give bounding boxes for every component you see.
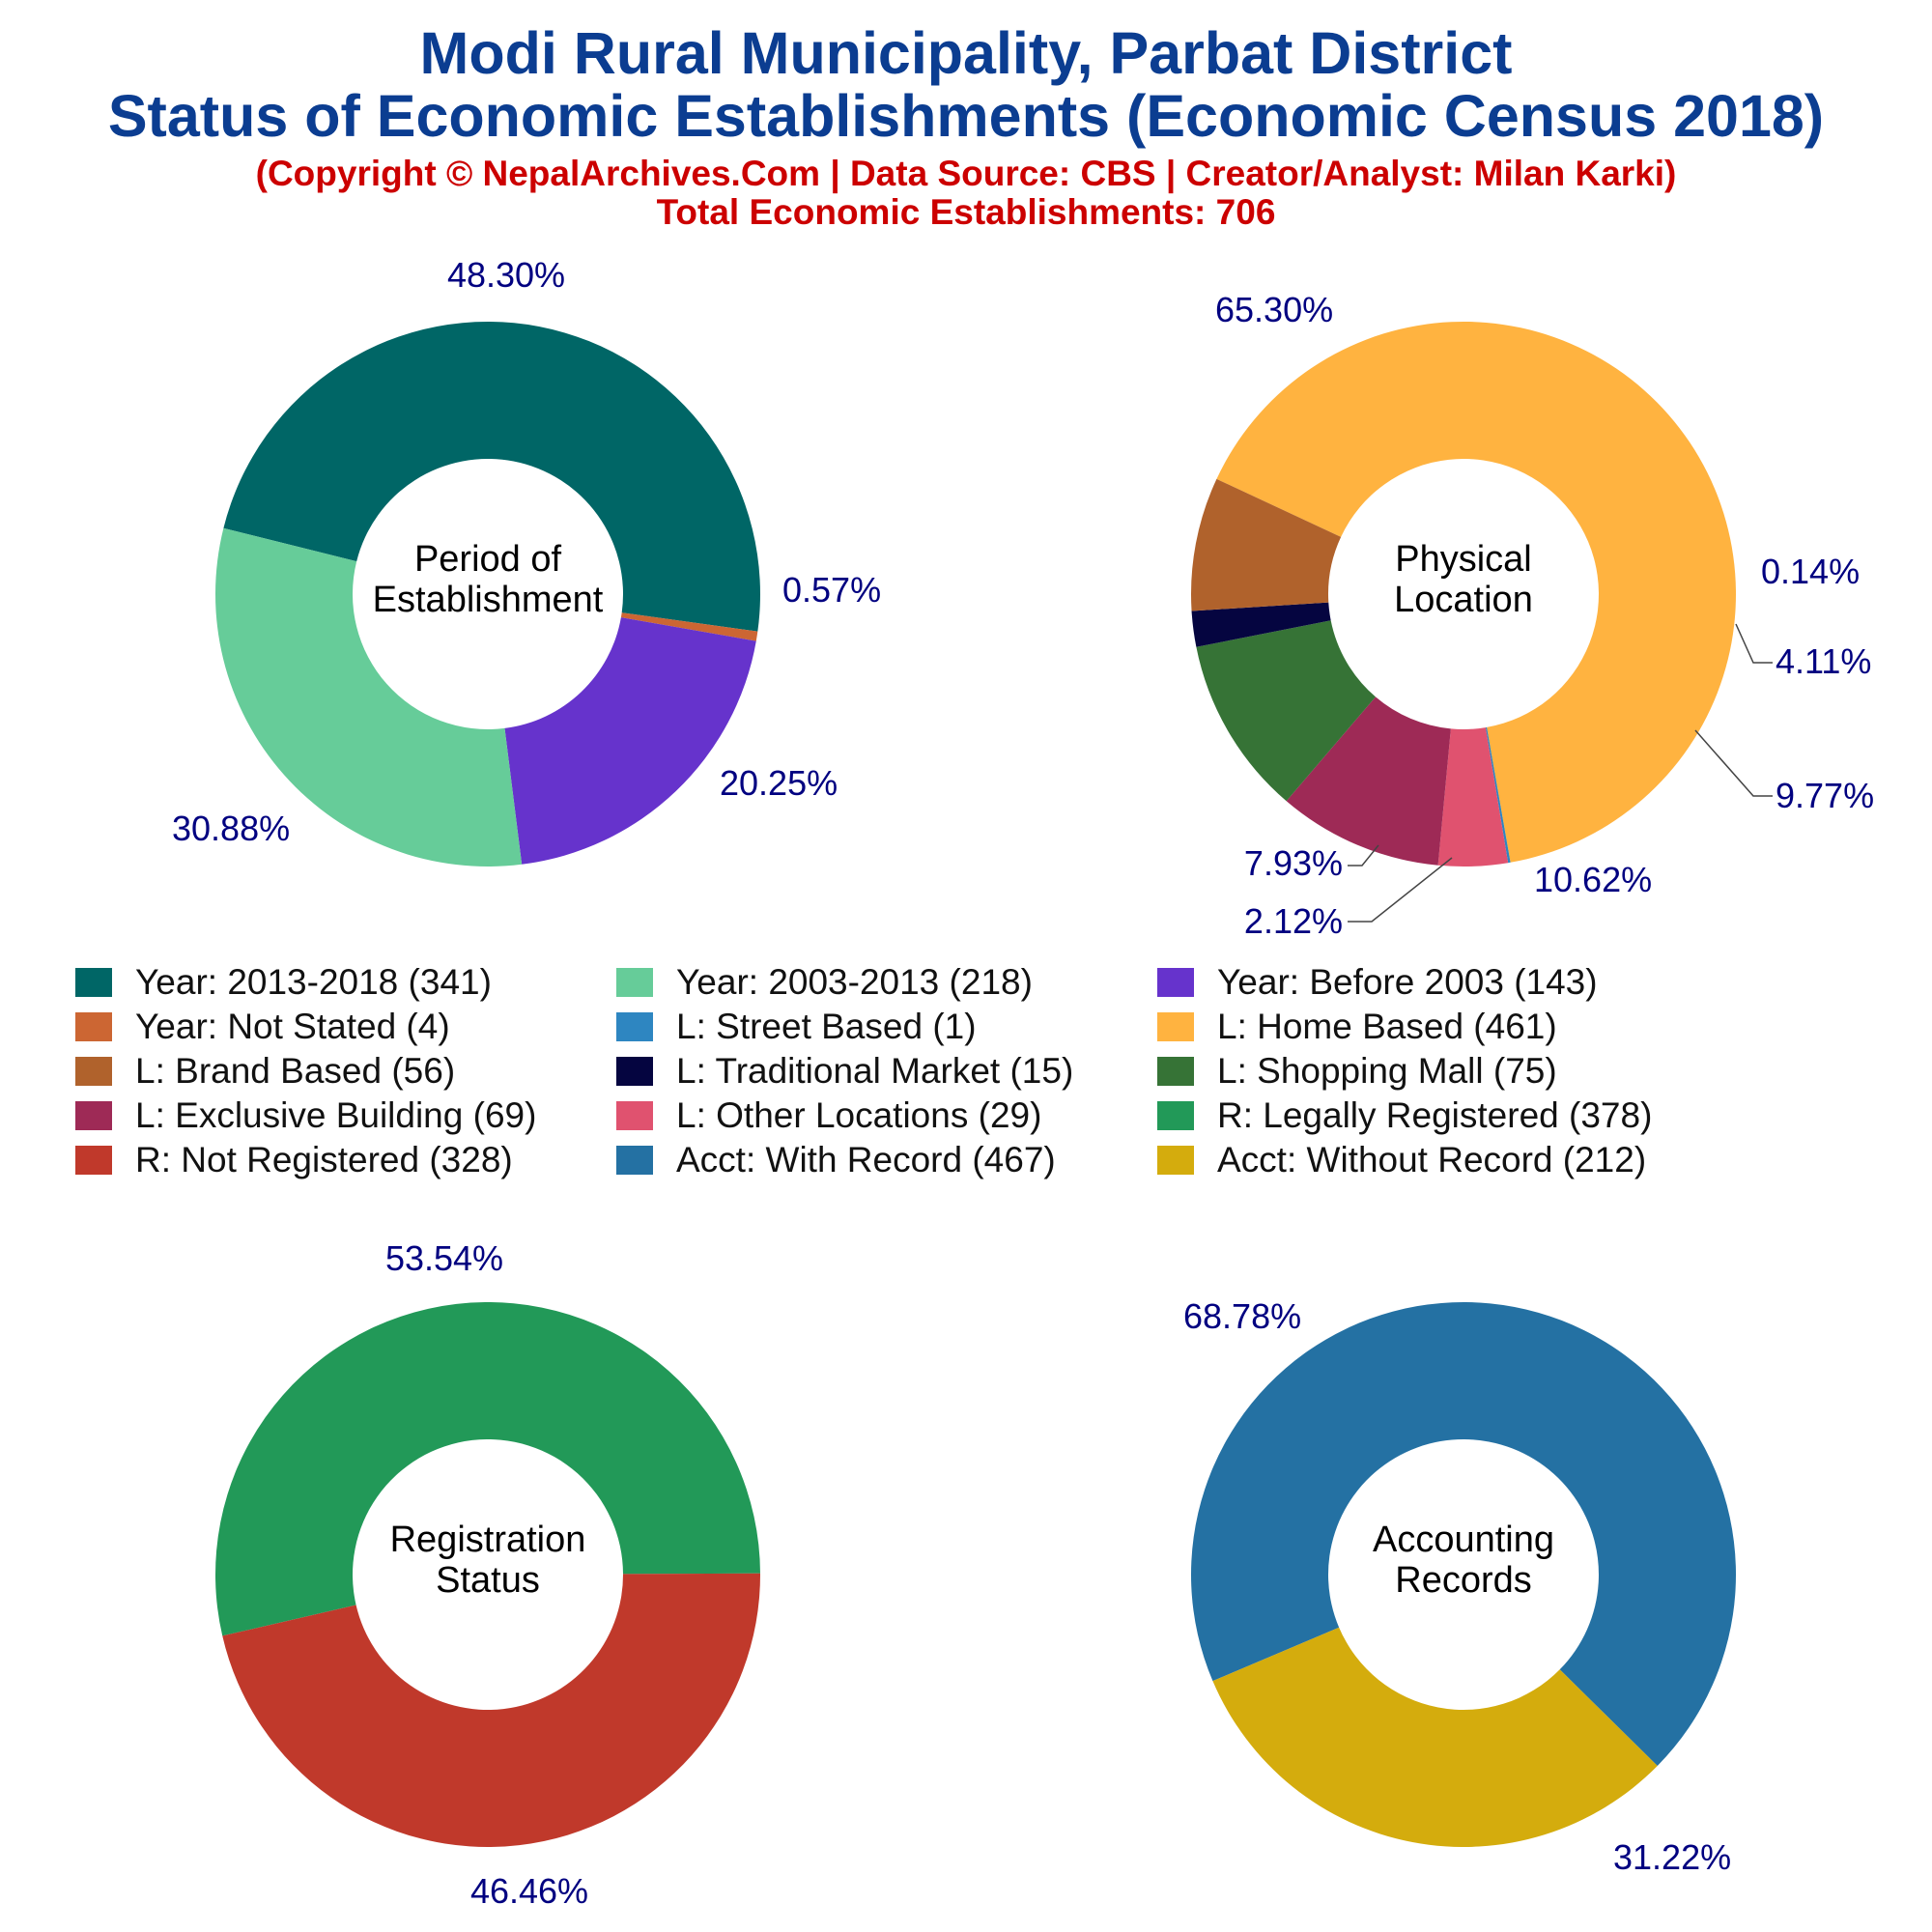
slice-l-traditional-market bbox=[1191, 602, 1331, 647]
slice-r-legally-registered bbox=[214, 1301, 760, 1636]
slice-l-shopping-mall bbox=[1196, 620, 1376, 802]
legend-item: Year: 2013-2018 (341) bbox=[75, 961, 492, 1004]
legend-label: L: Exclusive Building (69) bbox=[135, 1095, 537, 1135]
legend-swatch bbox=[1157, 1012, 1194, 1041]
legend-label: Year: Before 2003 (143) bbox=[1217, 962, 1598, 1002]
legend-item: Year: Before 2003 (143) bbox=[1157, 961, 1598, 1004]
legend-label: L: Brand Based (56) bbox=[135, 1051, 456, 1091]
center-label: Accounting bbox=[1373, 1520, 1554, 1560]
legend-label: R: Legally Registered (378) bbox=[1217, 1095, 1653, 1135]
percent-label-acct-without-record: 31.22% bbox=[1613, 1837, 1731, 1877]
center-label: Location bbox=[1394, 580, 1533, 620]
donut-chart-physical-location: 65.30% 0.14% 4.11% 9.77% 10.62% 2.12% 7.93% Phy… bbox=[1191, 290, 1874, 941]
legend-item: Year: 2003-2013 (218) bbox=[616, 961, 1033, 1004]
percent-label-l-shopping-mall: 10.62% bbox=[1534, 860, 1652, 899]
legend-swatch bbox=[616, 1101, 653, 1130]
legend-label: Year: 2003-2013 (218) bbox=[676, 962, 1033, 1002]
leader-line bbox=[1735, 623, 1773, 664]
percent-label-l-street-based: 0.14% bbox=[1761, 552, 1860, 591]
legend-item: L: Brand Based (56) bbox=[75, 1050, 455, 1093]
legend-swatch bbox=[1157, 968, 1194, 997]
legend-swatch bbox=[1157, 1101, 1194, 1130]
legend-item: L: Traditional Market (15) bbox=[616, 1050, 1073, 1093]
legend-swatch bbox=[616, 1057, 653, 1086]
center-label: Period of bbox=[414, 539, 562, 580]
chart-title-line2: Status of Economic Establishments (Econo… bbox=[107, 83, 1825, 149]
legend-label: Acct: With Record (467) bbox=[676, 1140, 1056, 1179]
percent-label-l-brand-based: 7.93% bbox=[1244, 843, 1343, 883]
slice-l-exclusive-building bbox=[1286, 696, 1451, 866]
slice-year-2013-2018 bbox=[223, 322, 760, 632]
center-label: Records bbox=[1395, 1560, 1532, 1601]
legend-label: L: Shopping Mall (75) bbox=[1217, 1051, 1557, 1091]
legend-label: L: Traditional Market (15) bbox=[676, 1051, 1074, 1091]
legend-swatch bbox=[75, 1012, 112, 1041]
slice-l-other-locations bbox=[1437, 727, 1509, 867]
slice-l-brand-based bbox=[1191, 478, 1342, 611]
percent-label-year-before-2003: 20.25% bbox=[720, 763, 838, 803]
legend-item: Acct: With Record (467) bbox=[616, 1139, 1056, 1181]
percent-label-l-exclusive-building: 9.77% bbox=[1776, 776, 1874, 815]
legend-swatch bbox=[75, 968, 112, 997]
legend-swatch bbox=[75, 1146, 112, 1175]
legend-label: L: Street Based (1) bbox=[676, 1007, 977, 1046]
percent-label-acct-with-record: 68.78% bbox=[1183, 1296, 1301, 1336]
slice-r-not-registered bbox=[222, 1573, 760, 1847]
center-label: Status bbox=[436, 1560, 540, 1601]
legend-label: R: Not Registered (328) bbox=[135, 1140, 513, 1179]
percent-label-l-home-based: 65.30% bbox=[1215, 290, 1333, 329]
donut-chart-period-of-establishment: 48.30% 0.57% 20.25% 30.88% Period ofEstablis… bbox=[172, 255, 881, 867]
legend-swatch bbox=[616, 968, 653, 997]
legend-item: R: Legally Registered (378) bbox=[1157, 1094, 1652, 1137]
legend-item: L: Exclusive Building (69) bbox=[75, 1094, 536, 1137]
legend-swatch bbox=[616, 1146, 653, 1175]
legend-swatch bbox=[1157, 1146, 1194, 1175]
chart-title-line1: Modi Rural Municipality, Parbat District bbox=[419, 20, 1513, 86]
slice-year-2003-2013 bbox=[215, 527, 523, 867]
slice-year-not-stated bbox=[620, 612, 758, 641]
legend-label: L: Home Based (461) bbox=[1217, 1007, 1557, 1046]
legend-swatch bbox=[616, 1012, 653, 1041]
slice-l-street-based bbox=[1485, 726, 1511, 864]
legend-item: R: Not Registered (328) bbox=[75, 1139, 513, 1181]
legend-item: Acct: Without Record (212) bbox=[1157, 1139, 1646, 1181]
legend-item: L: Street Based (1) bbox=[616, 1006, 977, 1048]
percent-label-r-not-registered: 46.46% bbox=[470, 1871, 588, 1911]
legend-item: L: Home Based (461) bbox=[1157, 1006, 1557, 1048]
legend-label: L: Other Locations (29) bbox=[676, 1095, 1042, 1135]
slice-acct-with-record bbox=[1190, 1301, 1736, 1767]
leader-line bbox=[1348, 857, 1453, 923]
legend: Year: 2013-2018 (341) Year: 2003-2013 (21… bbox=[75, 961, 1891, 1193]
leader-line bbox=[1694, 729, 1773, 797]
legend-label: Acct: Without Record (212) bbox=[1217, 1140, 1647, 1179]
percent-label-year-2003-2013: 30.88% bbox=[172, 809, 290, 848]
legend-item: L: Other Locations (29) bbox=[616, 1094, 1041, 1137]
center-label: Establishment bbox=[373, 580, 604, 620]
percent-label-l-traditional-market: 2.12% bbox=[1244, 901, 1343, 941]
percent-label-l-other-locations: 4.11% bbox=[1776, 641, 1871, 681]
slice-year-before-2003 bbox=[504, 617, 756, 865]
percent-label-r-legally-registered: 53.54% bbox=[385, 1238, 503, 1278]
legend-swatch bbox=[75, 1057, 112, 1086]
legend-swatch bbox=[1157, 1057, 1194, 1086]
copyright-subtitle: (Copyright © NepalArchives.Com | Data So… bbox=[255, 154, 1677, 193]
slice-l-home-based bbox=[1216, 321, 1736, 863]
total-subtitle: Total Economic Establishments: 706 bbox=[656, 192, 1276, 232]
legend-item: L: Shopping Mall (75) bbox=[1157, 1050, 1557, 1093]
percent-label-year-2013-2018: 48.30% bbox=[447, 255, 565, 295]
percent-label-year-not-stated: 0.57% bbox=[782, 570, 881, 610]
center-label: Registration bbox=[390, 1520, 586, 1560]
legend-item: Year: Not Stated (4) bbox=[75, 1006, 450, 1048]
legend-label: Year: Not Stated (4) bbox=[135, 1007, 450, 1046]
leader-line bbox=[1348, 844, 1379, 867]
center-label: Physical bbox=[1395, 539, 1532, 580]
legend-swatch bbox=[75, 1101, 112, 1130]
legend-label: Year: 2013-2018 (341) bbox=[135, 962, 492, 1002]
slice-acct-without-record bbox=[1212, 1627, 1658, 1848]
